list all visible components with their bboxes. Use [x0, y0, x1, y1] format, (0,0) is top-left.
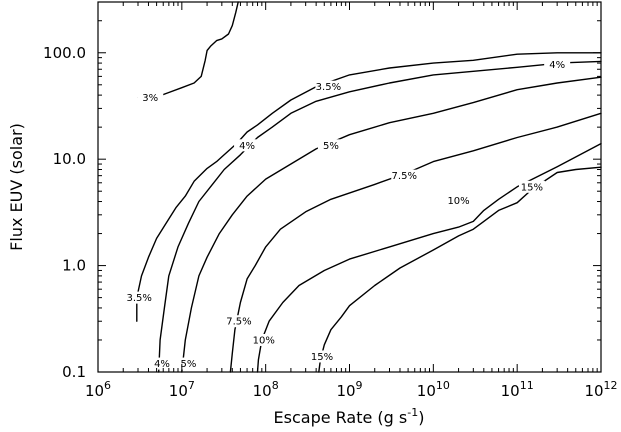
contour-line-4 [229, 112, 602, 373]
contour-label-bg [317, 139, 344, 152]
y-tick-labels: 0.1 1.0 10.0 100.0 [43, 44, 86, 381]
contour-label-0-0: 3% [142, 93, 158, 104]
contour-label-3-1: 5% [323, 141, 339, 152]
contour-line-2 [158, 60, 602, 373]
contour-line-3 [181, 76, 602, 373]
y-tick-label-1: 1.0 [62, 257, 86, 275]
y-axis-title: Flux EUV (solar) [7, 123, 26, 251]
contour-label-bg [126, 291, 153, 304]
contour-label-bg [391, 169, 418, 182]
x-tick-label-1: 107 [169, 379, 195, 400]
x-tick-label-0: 106 [85, 379, 111, 400]
x-tick-labels: 106 107 108 109 1010 1011 1012 [85, 379, 618, 400]
x-tick-label-5: 1011 [501, 379, 534, 400]
contour-label-bg [315, 80, 342, 93]
contour-label-bg [445, 194, 472, 207]
contour-label-4-1: 7.5% [392, 171, 417, 182]
contour-label-bg [250, 333, 277, 346]
contour-line-5 [256, 142, 602, 373]
contour-label-6-1: 15% [521, 182, 543, 193]
contour-lines [136, 1, 602, 373]
contour-labels: 3%3.5%3.5%4%4%4%5%5%7.5%7.5%10%10%15%15% [126, 58, 571, 370]
x-tick-label-4: 1010 [417, 379, 450, 400]
x-tick-label-6: 1012 [584, 379, 617, 400]
contour-label-6-0: 15% [311, 352, 333, 363]
contour-label-bg [137, 91, 164, 104]
contour-label-5-0: 10% [253, 335, 275, 346]
plot-frame [97, 1, 602, 373]
contour-line-0 [137, 1, 239, 99]
y-tick-label-3: 100.0 [43, 44, 86, 62]
contour-label-3-0: 5% [181, 359, 197, 370]
y-tick-label-2: 10.0 [53, 150, 86, 168]
contour-label-bg [309, 350, 336, 363]
y-tick-label-0: 0.1 [62, 363, 86, 381]
contour-label-2-2: 4% [549, 60, 565, 71]
contour-label-4-0: 7.5% [226, 317, 251, 328]
contour-label-5-1: 10% [447, 196, 469, 207]
contour-label-bg [225, 315, 252, 328]
x-axis-title: Escape Rate (g s-1) [274, 406, 425, 427]
contour-label-1-0: 3.5% [126, 293, 151, 304]
contour-label-1-1: 3.5% [316, 82, 341, 93]
contour-label-2-1: 4% [239, 141, 255, 152]
contour-label-bg [149, 357, 176, 370]
contour-label-bg [234, 139, 261, 152]
contour-label-bg [544, 58, 571, 71]
contour-label-bg [518, 180, 545, 193]
x-tick-label-2: 108 [253, 379, 279, 400]
contour-label-2-0: 4% [154, 359, 170, 370]
x-tick-label-3: 109 [336, 379, 362, 400]
